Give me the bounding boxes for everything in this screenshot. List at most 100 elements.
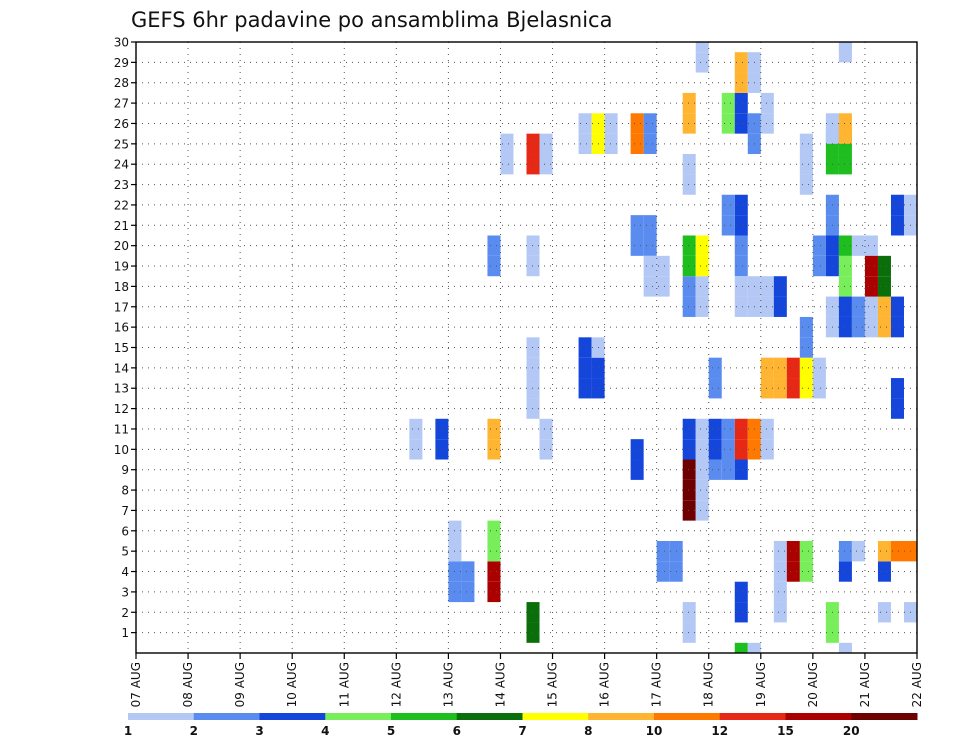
- heatmap-cell: [799, 174, 813, 195]
- heatmap-cell: [734, 602, 748, 623]
- heatmap-cell: [526, 337, 540, 358]
- heatmap-cell: [630, 235, 644, 256]
- heatmap-cell: [851, 235, 865, 256]
- heatmap-cell: [643, 276, 657, 297]
- colorbar-label: 4: [321, 724, 329, 738]
- y-tick-label: 19: [114, 260, 129, 274]
- heatmap-cell: [760, 296, 774, 317]
- heatmap-cell: [773, 540, 787, 562]
- heatmap-cell: [682, 622, 696, 643]
- heatmap-cell: [682, 255, 696, 277]
- heatmap-cell: [487, 581, 501, 603]
- heatmap-cell: [682, 479, 696, 501]
- heatmap-cell: [838, 561, 852, 582]
- heatmap-cell: [682, 459, 696, 480]
- heatmap-cell: [708, 418, 722, 440]
- y-tick-label: 21: [114, 219, 129, 233]
- colorbar-label: 1: [124, 724, 132, 738]
- x-tick-label: 09 AUG: [233, 662, 247, 707]
- heatmap-cell: [643, 133, 657, 155]
- heatmap-cell: [682, 276, 696, 297]
- grid-lines: [136, 42, 917, 653]
- heatmap-cell: [838, 540, 852, 562]
- heatmap-cell: [630, 215, 644, 236]
- heatmap-cell: [526, 622, 540, 643]
- x-tick-label: 15 AUG: [546, 662, 560, 707]
- heatmap-cell: [487, 540, 501, 562]
- heatmap-cell: [695, 255, 709, 277]
- colorbar-label: 3: [255, 724, 263, 738]
- heatmap-cell: [877, 255, 891, 277]
- heatmap-cell: [695, 296, 709, 317]
- heatmap-cell: [734, 581, 748, 603]
- y-tick-label: 9: [121, 463, 129, 477]
- heatmap-cell: [682, 439, 696, 460]
- heatmap-cell: [773, 296, 787, 317]
- y-tick-label: 6: [121, 524, 129, 538]
- colorbar: 1 2 3 4 5 6 7 8 10 12 15 20: [124, 713, 918, 738]
- colorbar-label: 2: [190, 724, 198, 738]
- heatmap-cell: [630, 113, 644, 134]
- heatmap-cell: [526, 154, 540, 175]
- heatmap-cell: [799, 540, 813, 562]
- heatmap-cell: [851, 540, 865, 562]
- heatmap-cell: [435, 439, 449, 460]
- heatmap-cell: [409, 418, 423, 440]
- heatmap-cell: [890, 398, 904, 419]
- heatmap-cell: [734, 52, 748, 73]
- colorbar-swatch: [325, 713, 392, 720]
- heatmap-cell: [890, 378, 904, 399]
- heatmap-cell: [487, 418, 501, 440]
- heatmap-cell: [539, 154, 553, 175]
- heatmap-cell: [890, 296, 904, 317]
- heatmap-cell: [760, 92, 774, 114]
- y-tick-label: 23: [114, 178, 129, 192]
- heatmap-cell: [786, 540, 800, 562]
- x-tick-label: 08 AUG: [181, 662, 195, 707]
- heatmap-cell: [838, 642, 852, 653]
- heatmap-cell: [773, 602, 787, 623]
- heatmap-cell: [721, 459, 735, 480]
- heatmap-cell: [773, 378, 787, 399]
- heatmap-cell: [864, 255, 878, 277]
- y-tick-label: 10: [114, 443, 129, 457]
- heatmap-cell: [760, 439, 774, 460]
- y-tick-label: 14: [114, 361, 129, 375]
- heatmap-cell: [760, 276, 774, 297]
- heatmap-cell: [773, 581, 787, 603]
- heatmap-cell: [682, 235, 696, 256]
- x-tick-label: 10 AUG: [285, 662, 299, 707]
- heatmap-cell: [760, 113, 774, 134]
- heatmap-cell: [812, 378, 826, 399]
- x-tick-label: 17 AUG: [650, 662, 664, 707]
- heatmap-cell: [773, 561, 787, 582]
- heatmap-cell: [695, 42, 709, 53]
- heatmap-cell: [695, 418, 709, 440]
- heatmap-cell: [708, 439, 722, 460]
- heatmap-cell: [643, 255, 657, 277]
- heatmap-cell: [734, 235, 748, 256]
- heatmap-cell: [838, 154, 852, 175]
- colorbar-swatch: [128, 713, 195, 720]
- y-tick-label: 3: [121, 585, 129, 599]
- heatmap-cell: [695, 439, 709, 460]
- y-tick-label: 16: [114, 321, 129, 335]
- heatmap-cell: [734, 642, 748, 653]
- y-tick-label: 24: [114, 158, 129, 172]
- heatmap-cell: [682, 154, 696, 175]
- colorbar-label: 8: [584, 724, 592, 738]
- x-tick-label: 07 AUG: [129, 662, 143, 707]
- heatmap-cell: [578, 378, 592, 399]
- heatmap-cell: [526, 133, 540, 155]
- heatmap-cell: [734, 72, 748, 93]
- heatmap-cell: [487, 520, 501, 541]
- heatmap-cell: [500, 154, 514, 175]
- heatmap-cell: [799, 337, 813, 358]
- colorbar-swatch: [588, 713, 655, 720]
- colorbar-swatch: [785, 713, 852, 720]
- heatmap-cell: [630, 459, 644, 480]
- heatmap-cell: [643, 113, 657, 134]
- heatmap-cell: [838, 255, 852, 277]
- heatmap-cell: [734, 276, 748, 297]
- colorbar-label: 10: [646, 724, 663, 738]
